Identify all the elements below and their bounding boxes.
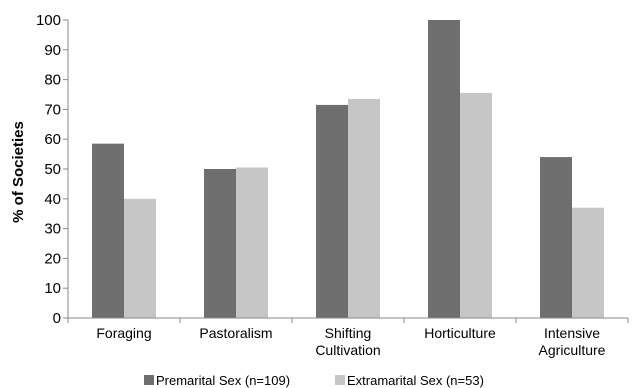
bars <box>92 20 604 319</box>
y-tick-label: 40 <box>44 191 61 208</box>
bar-series-1-category-2 <box>204 169 236 318</box>
y-axis-title: % of Societies <box>10 121 27 223</box>
y-tick-label: 0 <box>53 310 61 327</box>
y-tick-label: 80 <box>44 72 61 89</box>
bar-series-2-category-4 <box>460 93 492 318</box>
y-tick-label: 20 <box>44 250 61 267</box>
bar-series-2-category-2 <box>236 167 268 318</box>
bar-series-1-category-4 <box>428 20 460 318</box>
bar-series-2-category-1 <box>124 198 156 318</box>
legend-swatch-2 <box>335 375 345 385</box>
y-tick-label: 70 <box>44 101 61 118</box>
bar-series-1-category-3 <box>316 104 348 319</box>
y-axis-ticks: 0 10 20 30 40 50 60 70 80 90 100 <box>36 12 68 327</box>
x-category-label: Agriculture <box>539 342 606 358</box>
axes <box>67 20 629 323</box>
bar-series-1-category-1 <box>92 143 124 318</box>
legend-label-1: Premarital Sex (n=109) <box>156 373 290 388</box>
x-category-label: Intensive <box>544 325 600 341</box>
y-axis-label: % of Societies <box>10 121 27 223</box>
x-category-label: Pastoralism <box>199 325 272 341</box>
y-tick-label: 100 <box>36 12 61 29</box>
bar-series-2-category-5 <box>572 207 604 318</box>
legend-label-2: Extramarital Sex (n=53) <box>347 373 484 388</box>
x-category-label: Cultivation <box>315 342 380 358</box>
y-tick-label: 50 <box>44 161 61 178</box>
y-tick-label: 30 <box>44 221 61 238</box>
y-tick-label: 10 <box>44 280 61 297</box>
y-tick-label: 60 <box>44 131 61 148</box>
x-category-label: Horticulture <box>424 325 496 341</box>
y-tick-label: 90 <box>44 42 61 59</box>
legend: Premarital Sex (n=109) Extramarital Sex (… <box>144 373 484 388</box>
legend-swatch-1 <box>144 375 154 385</box>
bar-series-1-category-5 <box>540 157 572 318</box>
x-category-label: Shifting <box>325 325 372 341</box>
x-category-label: Foraging <box>96 325 151 341</box>
bar-series-2-category-3 <box>348 98 380 318</box>
